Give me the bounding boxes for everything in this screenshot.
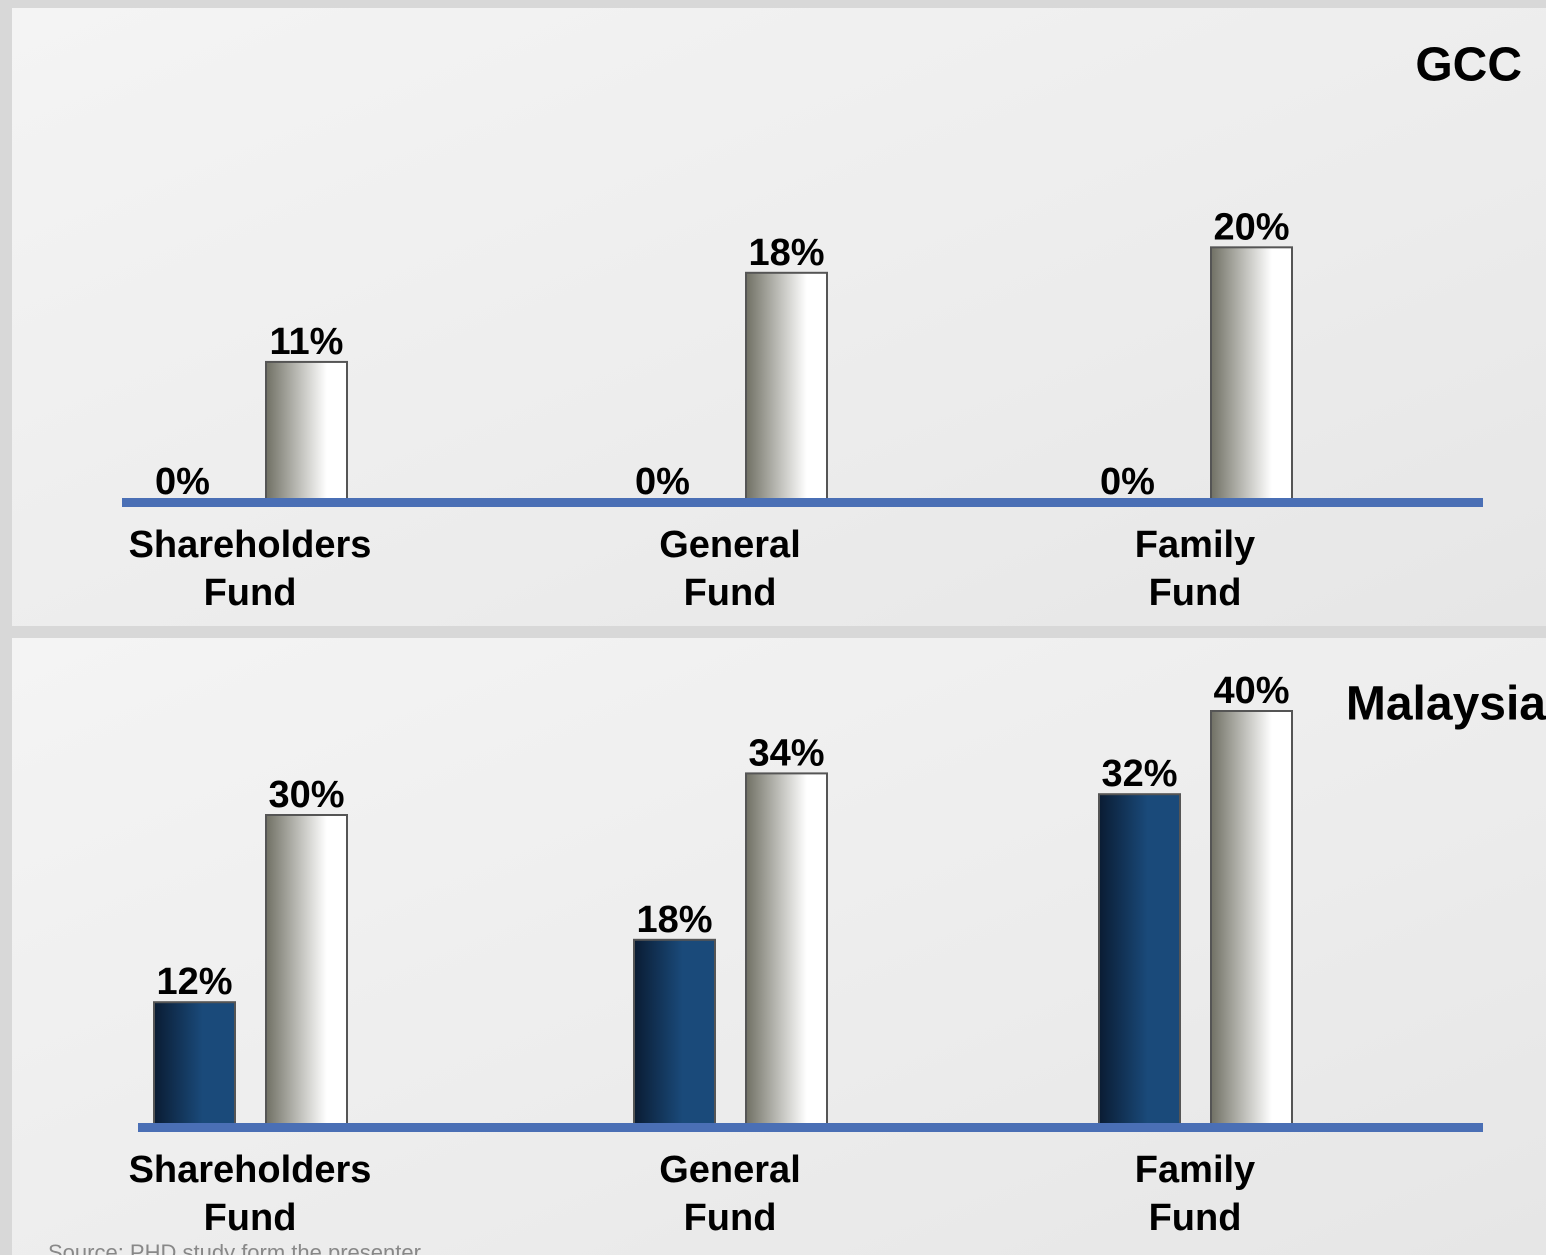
value-label: 18% xyxy=(748,232,824,274)
value-label: 0% xyxy=(1100,461,1155,503)
value-label: 40% xyxy=(1213,670,1289,712)
x-tick-label: Shareholders Fund xyxy=(128,1149,372,1239)
bar xyxy=(1210,710,1293,1128)
chart-title: GCC xyxy=(1415,39,1522,92)
value-label: 12% xyxy=(156,961,232,1003)
value-label: 30% xyxy=(268,774,344,816)
bar xyxy=(745,271,828,503)
x-tick-label: General Fund xyxy=(659,1149,801,1239)
x-tick-label: Shareholders Fund xyxy=(128,524,372,614)
value-label: 20% xyxy=(1213,206,1289,248)
bar xyxy=(1098,793,1181,1128)
bar xyxy=(265,814,348,1128)
baseline xyxy=(122,498,1483,507)
chart-title: Malaysia xyxy=(1346,678,1546,731)
value-label: 34% xyxy=(748,732,824,774)
bar xyxy=(265,360,348,503)
x-tick-label: General Fund xyxy=(659,524,801,614)
x-tick-label: Family Fund xyxy=(1134,524,1256,614)
bar xyxy=(633,938,716,1128)
baseline xyxy=(138,1123,1483,1132)
bar xyxy=(153,1001,236,1129)
bar xyxy=(745,772,828,1129)
bar xyxy=(1210,246,1293,503)
x-tick-label: Family Fund xyxy=(1134,1149,1256,1239)
value-label: 0% xyxy=(155,461,210,503)
value-label: 0% xyxy=(635,461,690,503)
value-label: 11% xyxy=(270,321,344,363)
source-note: Source: PHD study form the presenter xyxy=(48,1240,421,1255)
value-label: 32% xyxy=(1101,753,1177,795)
value-label: 18% xyxy=(636,899,712,941)
